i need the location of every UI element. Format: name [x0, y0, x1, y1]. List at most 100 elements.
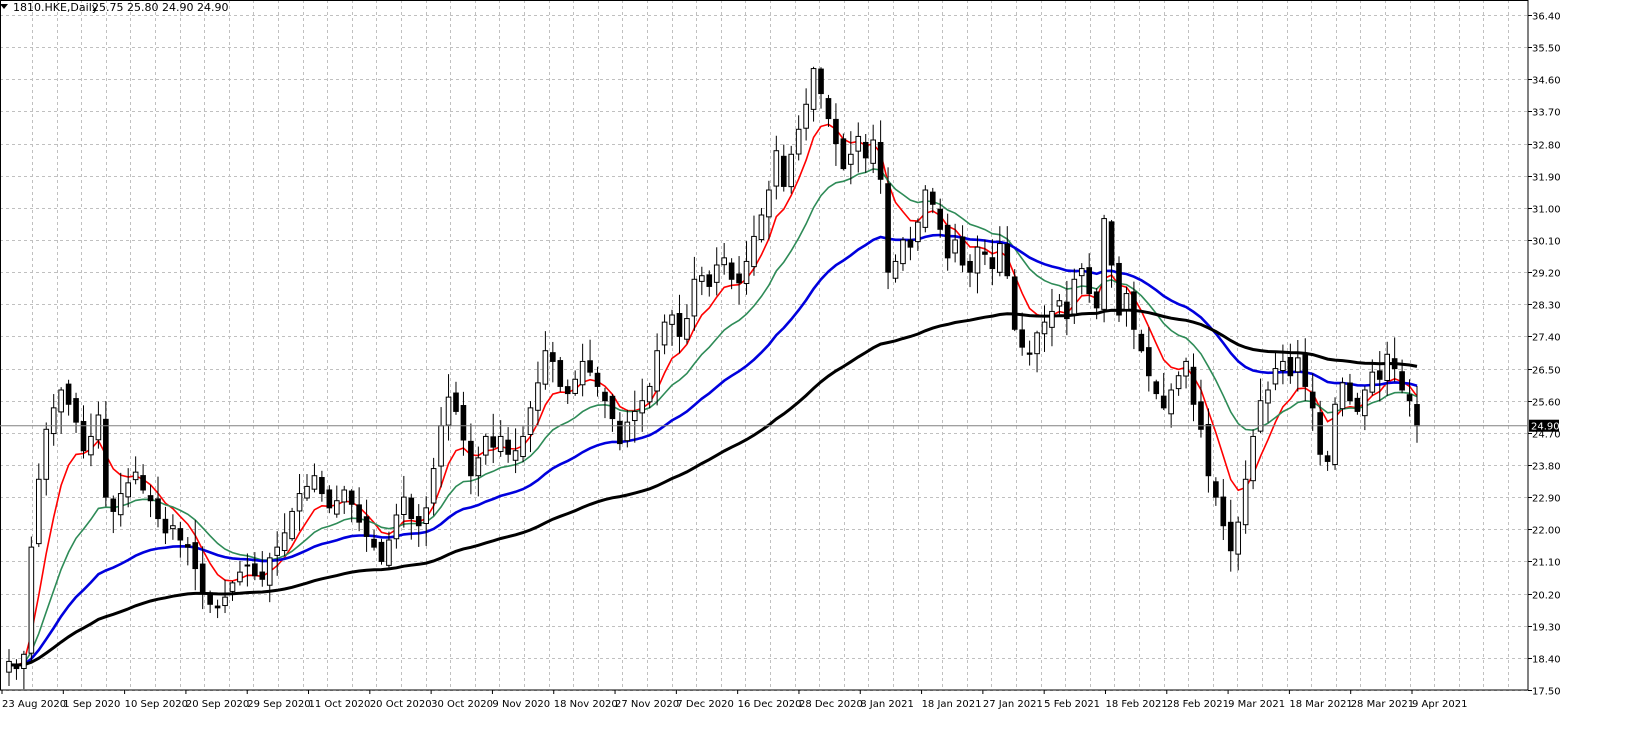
candle-body	[929, 191, 936, 205]
candle	[833, 103, 839, 166]
candle	[1227, 499, 1234, 572]
candle	[378, 538, 385, 565]
candle	[88, 413, 94, 467]
candle-body	[699, 275, 705, 282]
candle	[259, 551, 266, 587]
candle	[244, 553, 251, 587]
candle	[1116, 256, 1122, 322]
candle-body	[617, 420, 623, 445]
candle-body	[713, 264, 720, 283]
candle	[557, 356, 564, 392]
y-tick-label: 24.70	[1532, 430, 1561, 441]
candle-body	[855, 135, 862, 152]
candle	[915, 218, 921, 251]
candle	[661, 314, 668, 355]
candle-body	[1131, 291, 1137, 330]
candle-body	[333, 500, 340, 515]
candle-body	[1302, 354, 1309, 387]
candle-body	[751, 235, 757, 268]
candle-body	[1235, 521, 1242, 555]
candle	[572, 370, 578, 396]
candle-body	[88, 435, 94, 456]
candle-body	[237, 571, 243, 583]
candle-body	[959, 236, 966, 266]
candle-body	[669, 314, 675, 325]
y-tick-label: 18.40	[1532, 655, 1561, 666]
candle-body	[840, 138, 847, 170]
candle	[140, 464, 146, 494]
candle	[1399, 359, 1405, 394]
candle-body	[95, 414, 102, 441]
candle	[35, 463, 42, 548]
ohlc-readout: 25.75 25.80 24.90 24.90	[92, 1, 229, 14]
candle	[870, 124, 876, 174]
candle-body	[1227, 521, 1234, 552]
candle	[401, 475, 407, 528]
candle-body	[244, 564, 251, 567]
candle	[974, 235, 981, 294]
candle-body	[430, 468, 437, 504]
candle-body	[497, 435, 504, 452]
candle-body	[602, 391, 608, 402]
candle	[1287, 343, 1294, 384]
candle	[788, 145, 795, 194]
candle-body	[661, 321, 668, 346]
y-tick-label: 25.60	[1532, 398, 1561, 409]
candle-body	[1146, 347, 1152, 377]
candle-body	[728, 262, 735, 280]
candle-body	[35, 478, 42, 545]
x-tick-label: 28 Dec 2020	[799, 699, 863, 710]
candle	[28, 536, 35, 662]
candle	[848, 131, 854, 185]
x-tick-label: 23 Aug 2020	[2, 699, 66, 710]
candle-body	[207, 592, 213, 605]
moving-averages	[8, 123, 1418, 667]
y-tick-label: 36.40	[1532, 12, 1561, 23]
candle	[1093, 288, 1100, 320]
candle	[311, 463, 318, 493]
candle	[1362, 386, 1368, 431]
candle-body	[1242, 478, 1249, 526]
candle-body	[453, 392, 459, 412]
candle	[438, 407, 444, 488]
x-tick-label: 20 Oct 2020	[370, 699, 432, 710]
candle	[1123, 286, 1130, 327]
candle	[713, 247, 720, 296]
candle	[885, 167, 891, 290]
candle-body	[1294, 357, 1301, 373]
candles	[6, 66, 1420, 690]
candle-body	[415, 516, 422, 527]
candle	[1175, 371, 1182, 396]
candle-body	[743, 260, 750, 284]
candle-body	[229, 582, 236, 592]
candle	[840, 133, 847, 171]
candle-body	[1034, 332, 1040, 355]
candle	[184, 537, 191, 566]
x-tick-label: 18 Mar 2021	[1289, 699, 1352, 710]
current-price-tag	[1529, 419, 1559, 432]
candle-body	[900, 239, 906, 265]
candle	[617, 412, 623, 451]
candle	[274, 531, 280, 576]
candle	[319, 470, 325, 502]
candle	[482, 433, 489, 465]
x-tick-label: 20 Sep 2020	[186, 699, 249, 710]
candle-body	[654, 350, 660, 392]
candle	[1339, 377, 1346, 417]
candle	[237, 560, 243, 586]
y-tick-label: 33.70	[1532, 108, 1561, 119]
candle	[1101, 214, 1107, 323]
candle	[1071, 268, 1078, 324]
candle	[21, 650, 27, 690]
y-tick-label: 21.10	[1532, 558, 1561, 569]
candle	[773, 135, 780, 200]
candle	[1078, 263, 1085, 295]
candle-body	[527, 407, 534, 435]
collapse-triangle-icon[interactable]	[0, 4, 8, 9]
candle-body	[877, 142, 884, 180]
candle-body	[795, 128, 802, 155]
candle	[579, 343, 586, 397]
y-tick-label: 27.40	[1532, 333, 1561, 344]
candle-body	[1257, 400, 1264, 432]
candle-body	[378, 541, 385, 562]
